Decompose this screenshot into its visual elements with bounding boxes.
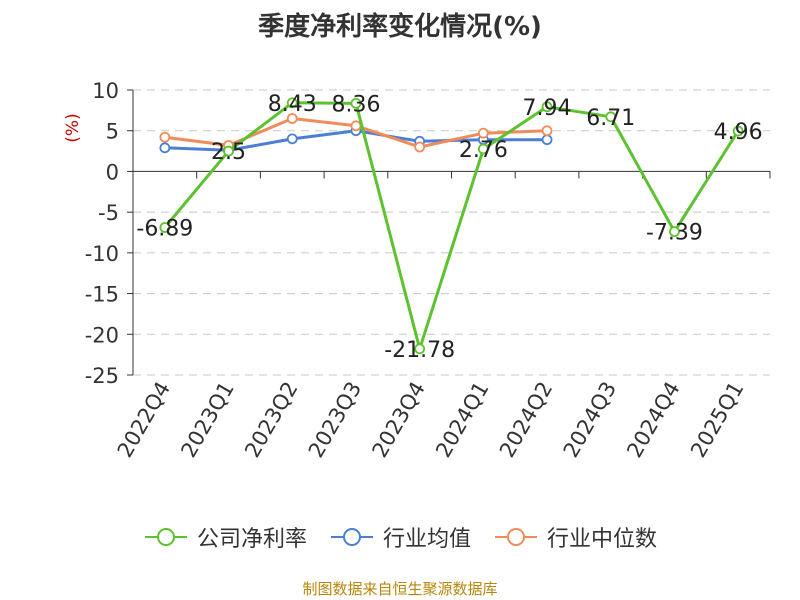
data-point <box>541 101 553 113</box>
data-point <box>350 97 362 109</box>
legend-company-label: 公司净利率 <box>196 527 307 552</box>
data-label: -7.39 <box>646 221 703 246</box>
legend-median-marker-icon <box>495 528 537 546</box>
legend-item-industry-median[interactable]: 行业中位数 <box>493 521 657 553</box>
legend-item-company[interactable]: 公司净利率 <box>143 521 307 553</box>
data-label: 2.5 <box>211 140 246 165</box>
x-tick-label: 2023Q4 <box>368 378 430 462</box>
legend-median-label: 行业中位数 <box>547 527 658 552</box>
legend-item-industry-mean[interactable]: 行业均值 <box>329 521 471 553</box>
y-tick-label: 5 <box>106 120 119 144</box>
data-point <box>286 113 298 124</box>
data-label: 7.94 <box>523 96 572 121</box>
x-tick-label: 2023Q3 <box>304 378 366 462</box>
y-tick-label: -5 <box>98 201 119 225</box>
label-layer: -6.89 2.5 8.43 8.36 -21.78 2.76 7.94 6.71 -7.39 4… <box>136 92 762 363</box>
legend: 公司净利率 行业均值 行业中位数 <box>0 520 800 554</box>
data-label: 4.96 <box>714 120 763 145</box>
data-label: 8.36 <box>331 92 380 117</box>
data-point <box>159 131 171 143</box>
x-tick-label: 2024Q1 <box>431 377 493 461</box>
data-point <box>732 125 744 137</box>
data-label: 8.43 <box>268 92 317 117</box>
data-point <box>350 120 362 132</box>
data-point <box>286 133 298 145</box>
x-tick-label: 2023Q2 <box>240 378 302 462</box>
source-note: 制图数据来自恒生聚源数据库 <box>302 580 498 598</box>
data-point <box>477 143 489 155</box>
data-point <box>541 125 553 137</box>
data-point <box>477 127 489 139</box>
data-point <box>669 226 680 238</box>
legend-company-marker-icon <box>144 528 187 546</box>
x-tick-label: 2023Q1 <box>176 378 238 462</box>
x-tick-label: 2025Q1 <box>686 378 748 462</box>
series-line <box>163 101 740 351</box>
data-label: 2.76 <box>459 138 508 163</box>
y-tick-label: -20 <box>85 323 119 347</box>
data-label: 6.71 <box>586 106 635 131</box>
y-tick-label: -15 <box>85 283 119 307</box>
data-point <box>414 141 426 153</box>
legend-mean-marker-icon <box>330 528 373 546</box>
data-point <box>286 97 298 109</box>
series-layer <box>159 97 744 355</box>
y-axis-label: (%) <box>63 113 83 142</box>
y-tick-label: -10 <box>85 242 119 266</box>
x-tick-label: 2022Q4 <box>113 378 175 462</box>
data-point <box>223 145 234 157</box>
y-tick-label: -25 <box>85 364 119 388</box>
chart-title: 季度净利率变化情况(%) <box>258 12 542 42</box>
data-point <box>414 343 426 355</box>
y-tick-label: 0 <box>106 160 119 184</box>
x-tick-label: 2024Q2 <box>495 378 557 462</box>
data-point <box>159 142 171 154</box>
data-label: -6.89 <box>136 217 193 242</box>
data-point <box>541 134 553 146</box>
data-point <box>605 111 617 123</box>
x-tick-label: 2024Q3 <box>559 378 621 462</box>
legend-mean-label: 行业均值 <box>382 527 471 552</box>
data-label: -21.78 <box>384 338 455 363</box>
y-tick-label: 10 <box>92 79 119 103</box>
x-tick-label: 2024Q4 <box>622 378 684 462</box>
data-point <box>159 222 171 233</box>
